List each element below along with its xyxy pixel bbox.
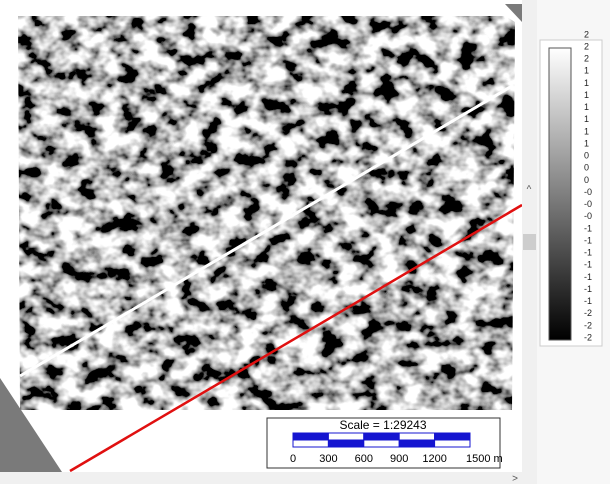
colorbar-label: -1: [584, 235, 592, 245]
scroll-right[interactable]: >: [512, 474, 518, 484]
seismic-image: [18, 16, 515, 410]
colorbar-label: -0: [584, 211, 592, 221]
scale-label: 1500 m: [466, 453, 503, 465]
colorbar-label: 0: [584, 175, 589, 185]
scale-segment: [399, 433, 434, 440]
scale-segment: [364, 433, 399, 440]
colorbar: [549, 48, 571, 340]
colorbar-label: -0: [584, 187, 592, 197]
scale-label: 900: [390, 453, 408, 465]
scale-label: 1200: [422, 453, 446, 465]
map-window: ^ > 2 2 2 1 1 1 1 1 1 1 0 0 0 -0 -0 -0 -1 -1 -1 -1 -1 -1 -1 -2 -…: [0, 0, 610, 484]
scale-label: 0: [290, 453, 296, 465]
colorbar-label: 0: [584, 163, 589, 173]
colorbar-label: 1: [584, 102, 589, 112]
scroll-up[interactable]: ^: [527, 185, 532, 196]
scale-segment: [328, 440, 363, 447]
scroll-thumb[interactable]: [523, 234, 536, 250]
colorbar-label: -2: [584, 320, 592, 330]
colorbar-label: 0: [584, 151, 589, 161]
scale-segment: [435, 440, 470, 447]
colorbar-label: -2: [584, 332, 592, 342]
scale-segment: [399, 440, 434, 447]
colorbar-label: -1: [584, 296, 592, 306]
scale-segment: [364, 440, 399, 447]
colorbar-label: -1: [584, 248, 592, 258]
colorbar-label: -1: [584, 260, 592, 270]
colorbar-label: 1: [584, 78, 589, 88]
colorbar-label: 1: [584, 66, 589, 76]
colorbar-label: 2: [584, 29, 589, 39]
colorbar-label: 2: [584, 41, 589, 51]
colorbar-label: -1: [584, 272, 592, 282]
scale-labels: 0 300 600 900 1200 1500 m: [290, 453, 503, 465]
horizontal-scrollbar[interactable]: [0, 472, 537, 484]
colorbar-label: 1: [584, 126, 589, 136]
colorbar-label: -0: [584, 199, 592, 209]
scale-label: 300: [319, 453, 337, 465]
scale-label: 600: [355, 453, 373, 465]
colorbar-label: -2: [584, 308, 592, 318]
colorbar-label: 1: [584, 138, 589, 148]
colorbar-label: 1: [584, 90, 589, 100]
colorbar-label: -1: [584, 223, 592, 233]
scale-segment: [293, 433, 328, 440]
scale-title: Scale = 1:29243: [339, 418, 426, 432]
colorbar-label: 2: [584, 54, 589, 64]
scale-bar: [293, 433, 470, 447]
scale-segment: [293, 440, 328, 447]
scale-segment: [328, 433, 363, 440]
colorbar-label: -1: [584, 284, 592, 294]
colorbar-label: 1: [584, 114, 589, 124]
scale-segment: [435, 433, 470, 440]
